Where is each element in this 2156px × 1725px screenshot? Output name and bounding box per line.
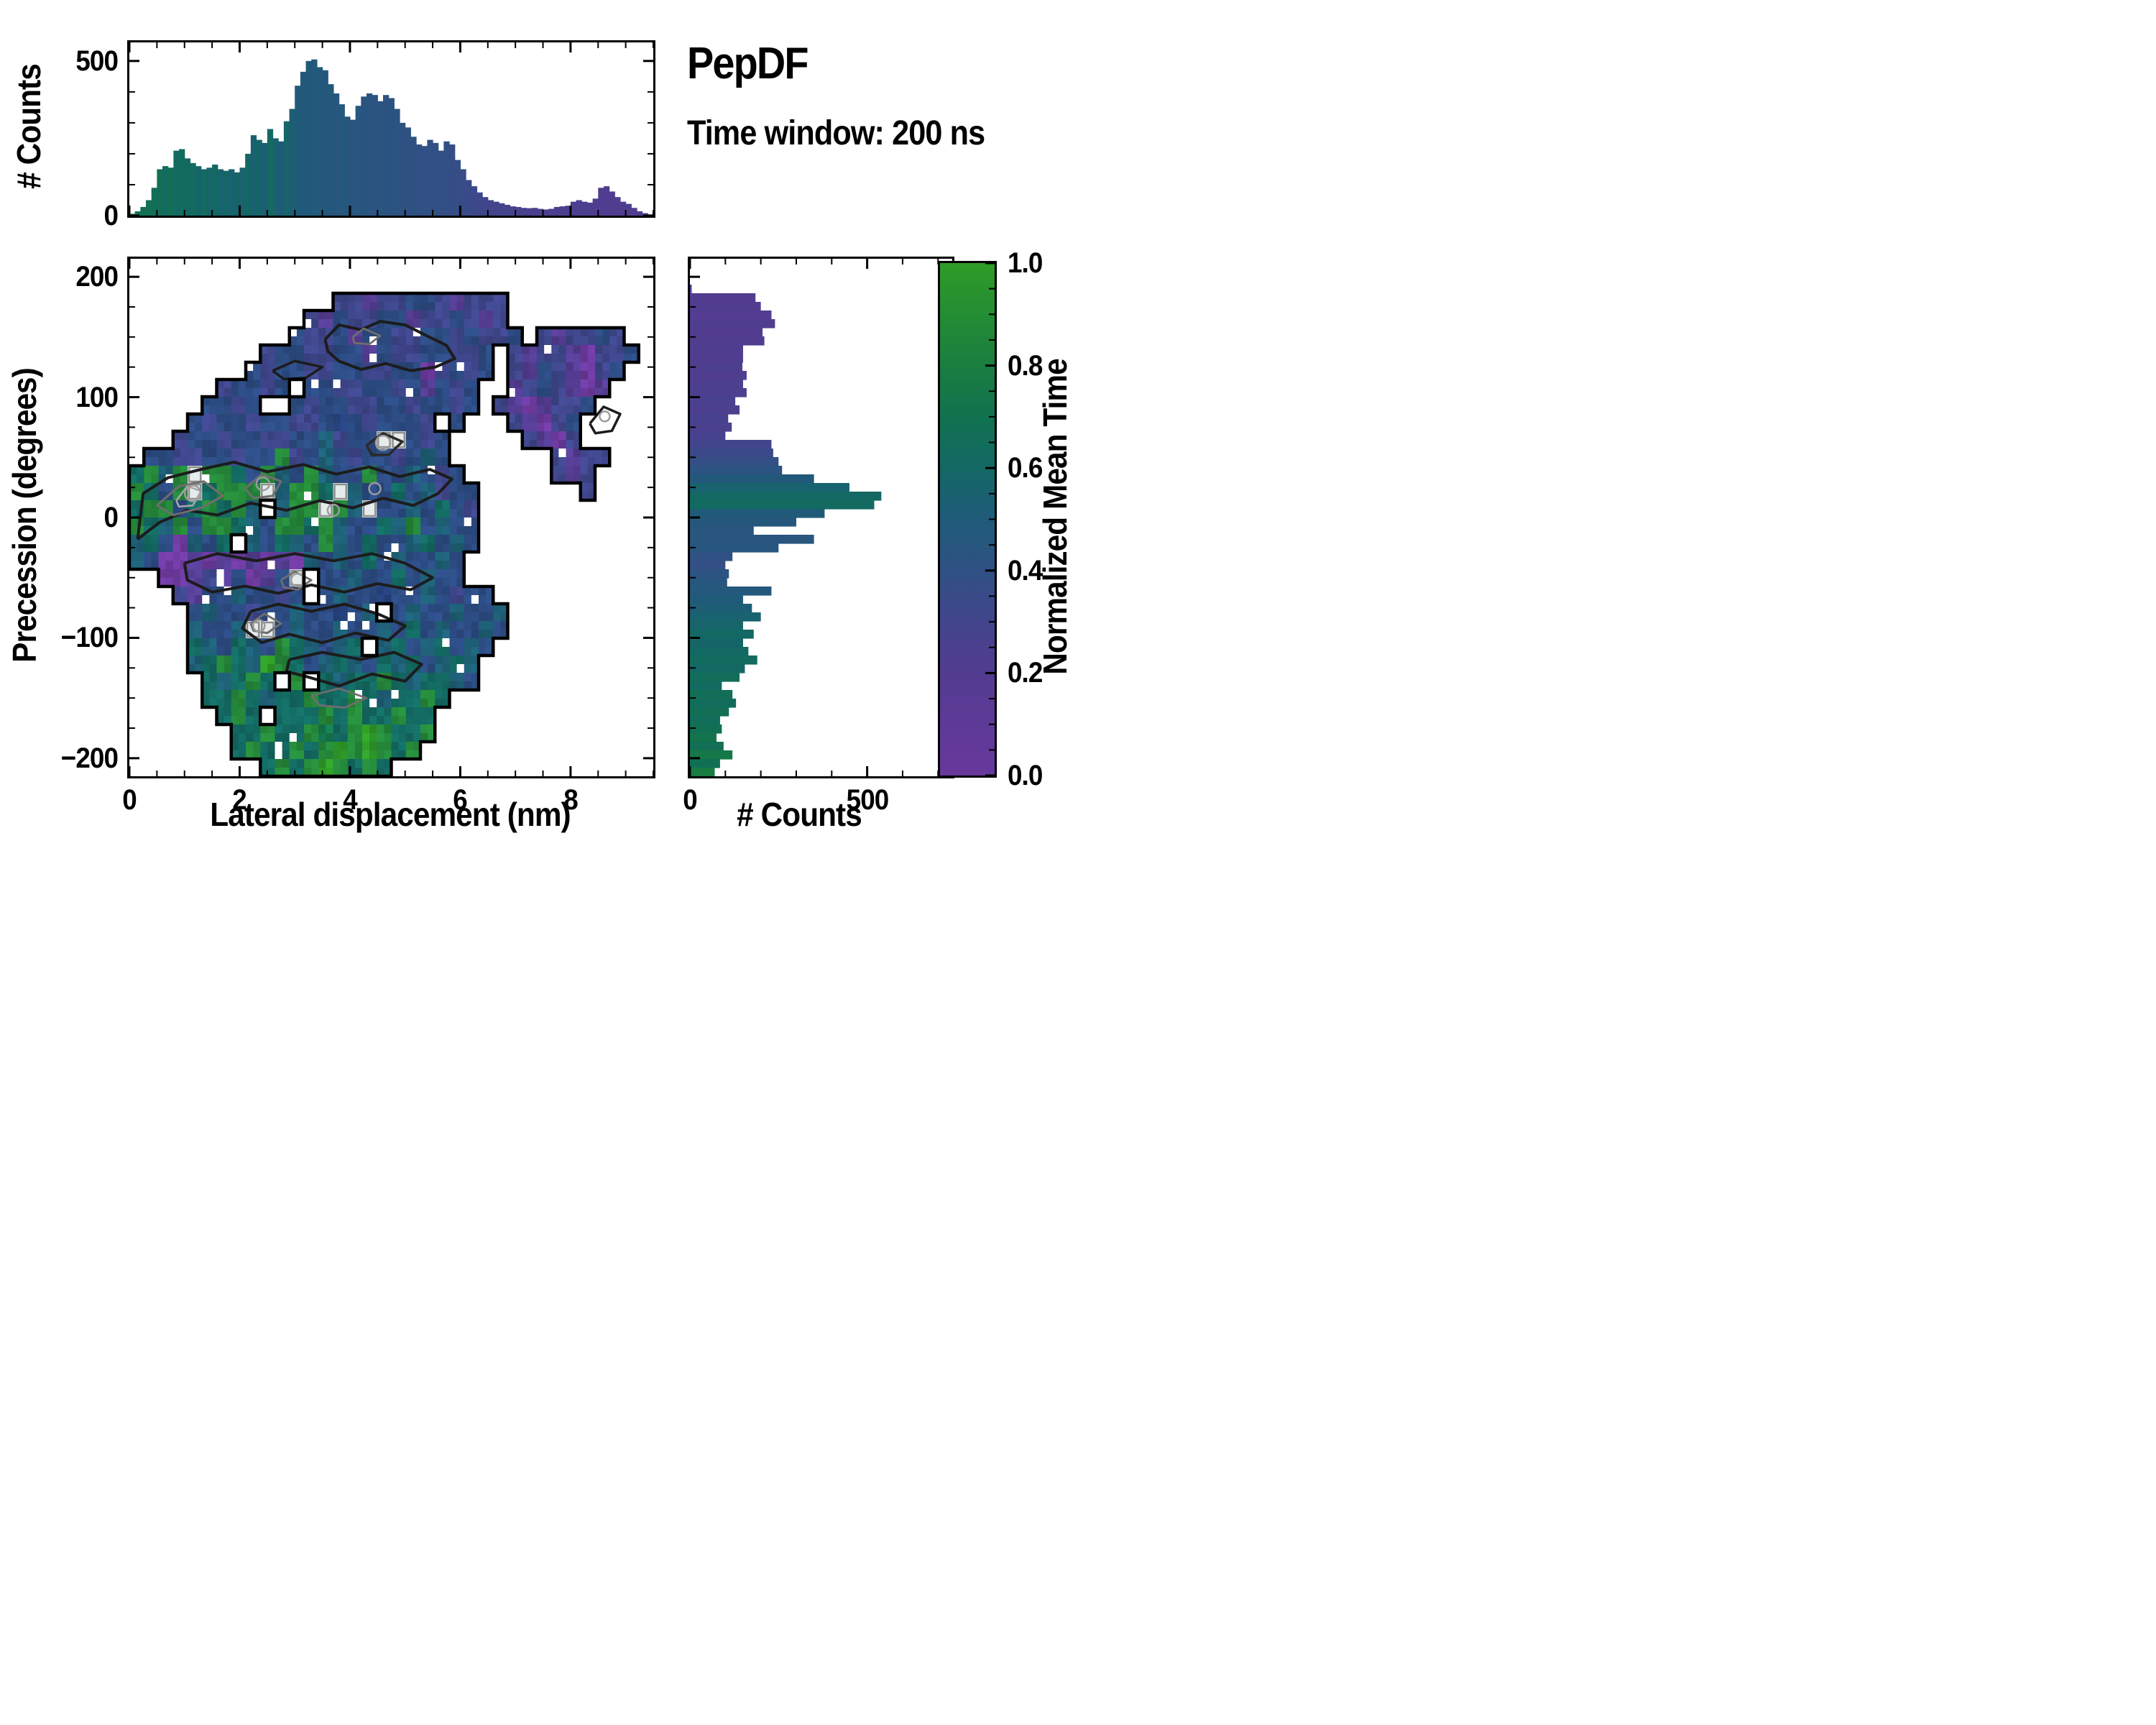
figure-pepdf-joint-histogram: PepDF Time window: 200 ns # Counts Prece… xyxy=(0,0,1078,862)
colorbar-tick-label: 0.8 xyxy=(1008,349,1043,382)
main-xtick-label: 0 xyxy=(122,784,137,816)
colorbar-tick-label: 0.0 xyxy=(1008,760,1043,791)
main-xtick-label: 6 xyxy=(453,784,468,816)
figure-title: PepDF xyxy=(687,39,809,88)
colorbar-tick-label: 0.2 xyxy=(1008,657,1043,689)
right-histogram-panel xyxy=(688,257,954,778)
main-xtick-label: 2 xyxy=(232,784,247,816)
right-hist-xtick-label: 500 xyxy=(846,784,889,816)
colorbar xyxy=(938,261,997,778)
top-histogram-panel xyxy=(127,40,655,218)
main-ytick-label: −100 xyxy=(60,622,119,654)
colorbar-tick-label: 0.6 xyxy=(1008,452,1043,484)
right-hist-xtick-label: 0 xyxy=(683,784,697,816)
colorbar-tick-label: 1.0 xyxy=(1008,247,1043,279)
right-hist-xlabel: # Counts xyxy=(737,796,862,833)
main-xlabel: Lateral displacement (nm) xyxy=(210,796,571,833)
main-xtick-label: 4 xyxy=(343,784,357,816)
main-heatmap-panel xyxy=(127,257,655,778)
top-hist-ytick-label: 500 xyxy=(75,45,119,77)
main-ytick-label: 0 xyxy=(103,502,118,533)
top-hist-ytick-label: 0 xyxy=(103,200,118,231)
figure-subtitle: Time window: 200 ns xyxy=(687,114,985,152)
colorbar-label: Normalized Mean Time xyxy=(1036,359,1074,675)
main-ytick-label: −200 xyxy=(60,742,119,774)
main-xtick-label: 8 xyxy=(563,784,578,816)
main-ytick-label: 200 xyxy=(75,261,119,293)
main-ytick-label: 100 xyxy=(75,381,119,413)
colorbar-tick-label: 0.4 xyxy=(1008,554,1043,586)
top-hist-ylabel: # Counts xyxy=(10,64,47,189)
main-ylabel: Precession (degrees) xyxy=(6,368,43,663)
